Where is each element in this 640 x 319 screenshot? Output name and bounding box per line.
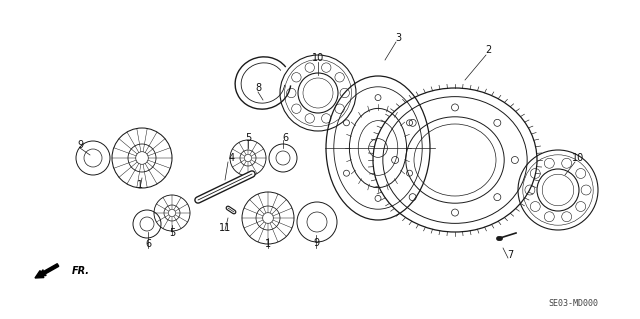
Text: 11: 11 xyxy=(219,223,231,233)
Text: 8: 8 xyxy=(255,83,261,93)
Text: 3: 3 xyxy=(395,33,401,43)
Text: 6: 6 xyxy=(145,239,151,249)
Text: 7: 7 xyxy=(507,250,513,260)
Text: 5: 5 xyxy=(245,133,251,143)
Text: SE03-MD000: SE03-MD000 xyxy=(548,300,598,308)
Text: 1: 1 xyxy=(265,239,271,249)
Text: 1: 1 xyxy=(137,180,143,190)
Text: 4: 4 xyxy=(229,153,235,163)
Text: 2: 2 xyxy=(485,45,491,55)
Text: 10: 10 xyxy=(572,153,584,163)
Text: 6: 6 xyxy=(282,133,288,143)
Text: 9: 9 xyxy=(313,238,319,248)
Text: 5: 5 xyxy=(169,228,175,238)
Text: 10: 10 xyxy=(312,53,324,63)
Text: 9: 9 xyxy=(77,140,83,150)
FancyArrow shape xyxy=(35,264,59,278)
Text: FR.: FR. xyxy=(72,266,90,276)
